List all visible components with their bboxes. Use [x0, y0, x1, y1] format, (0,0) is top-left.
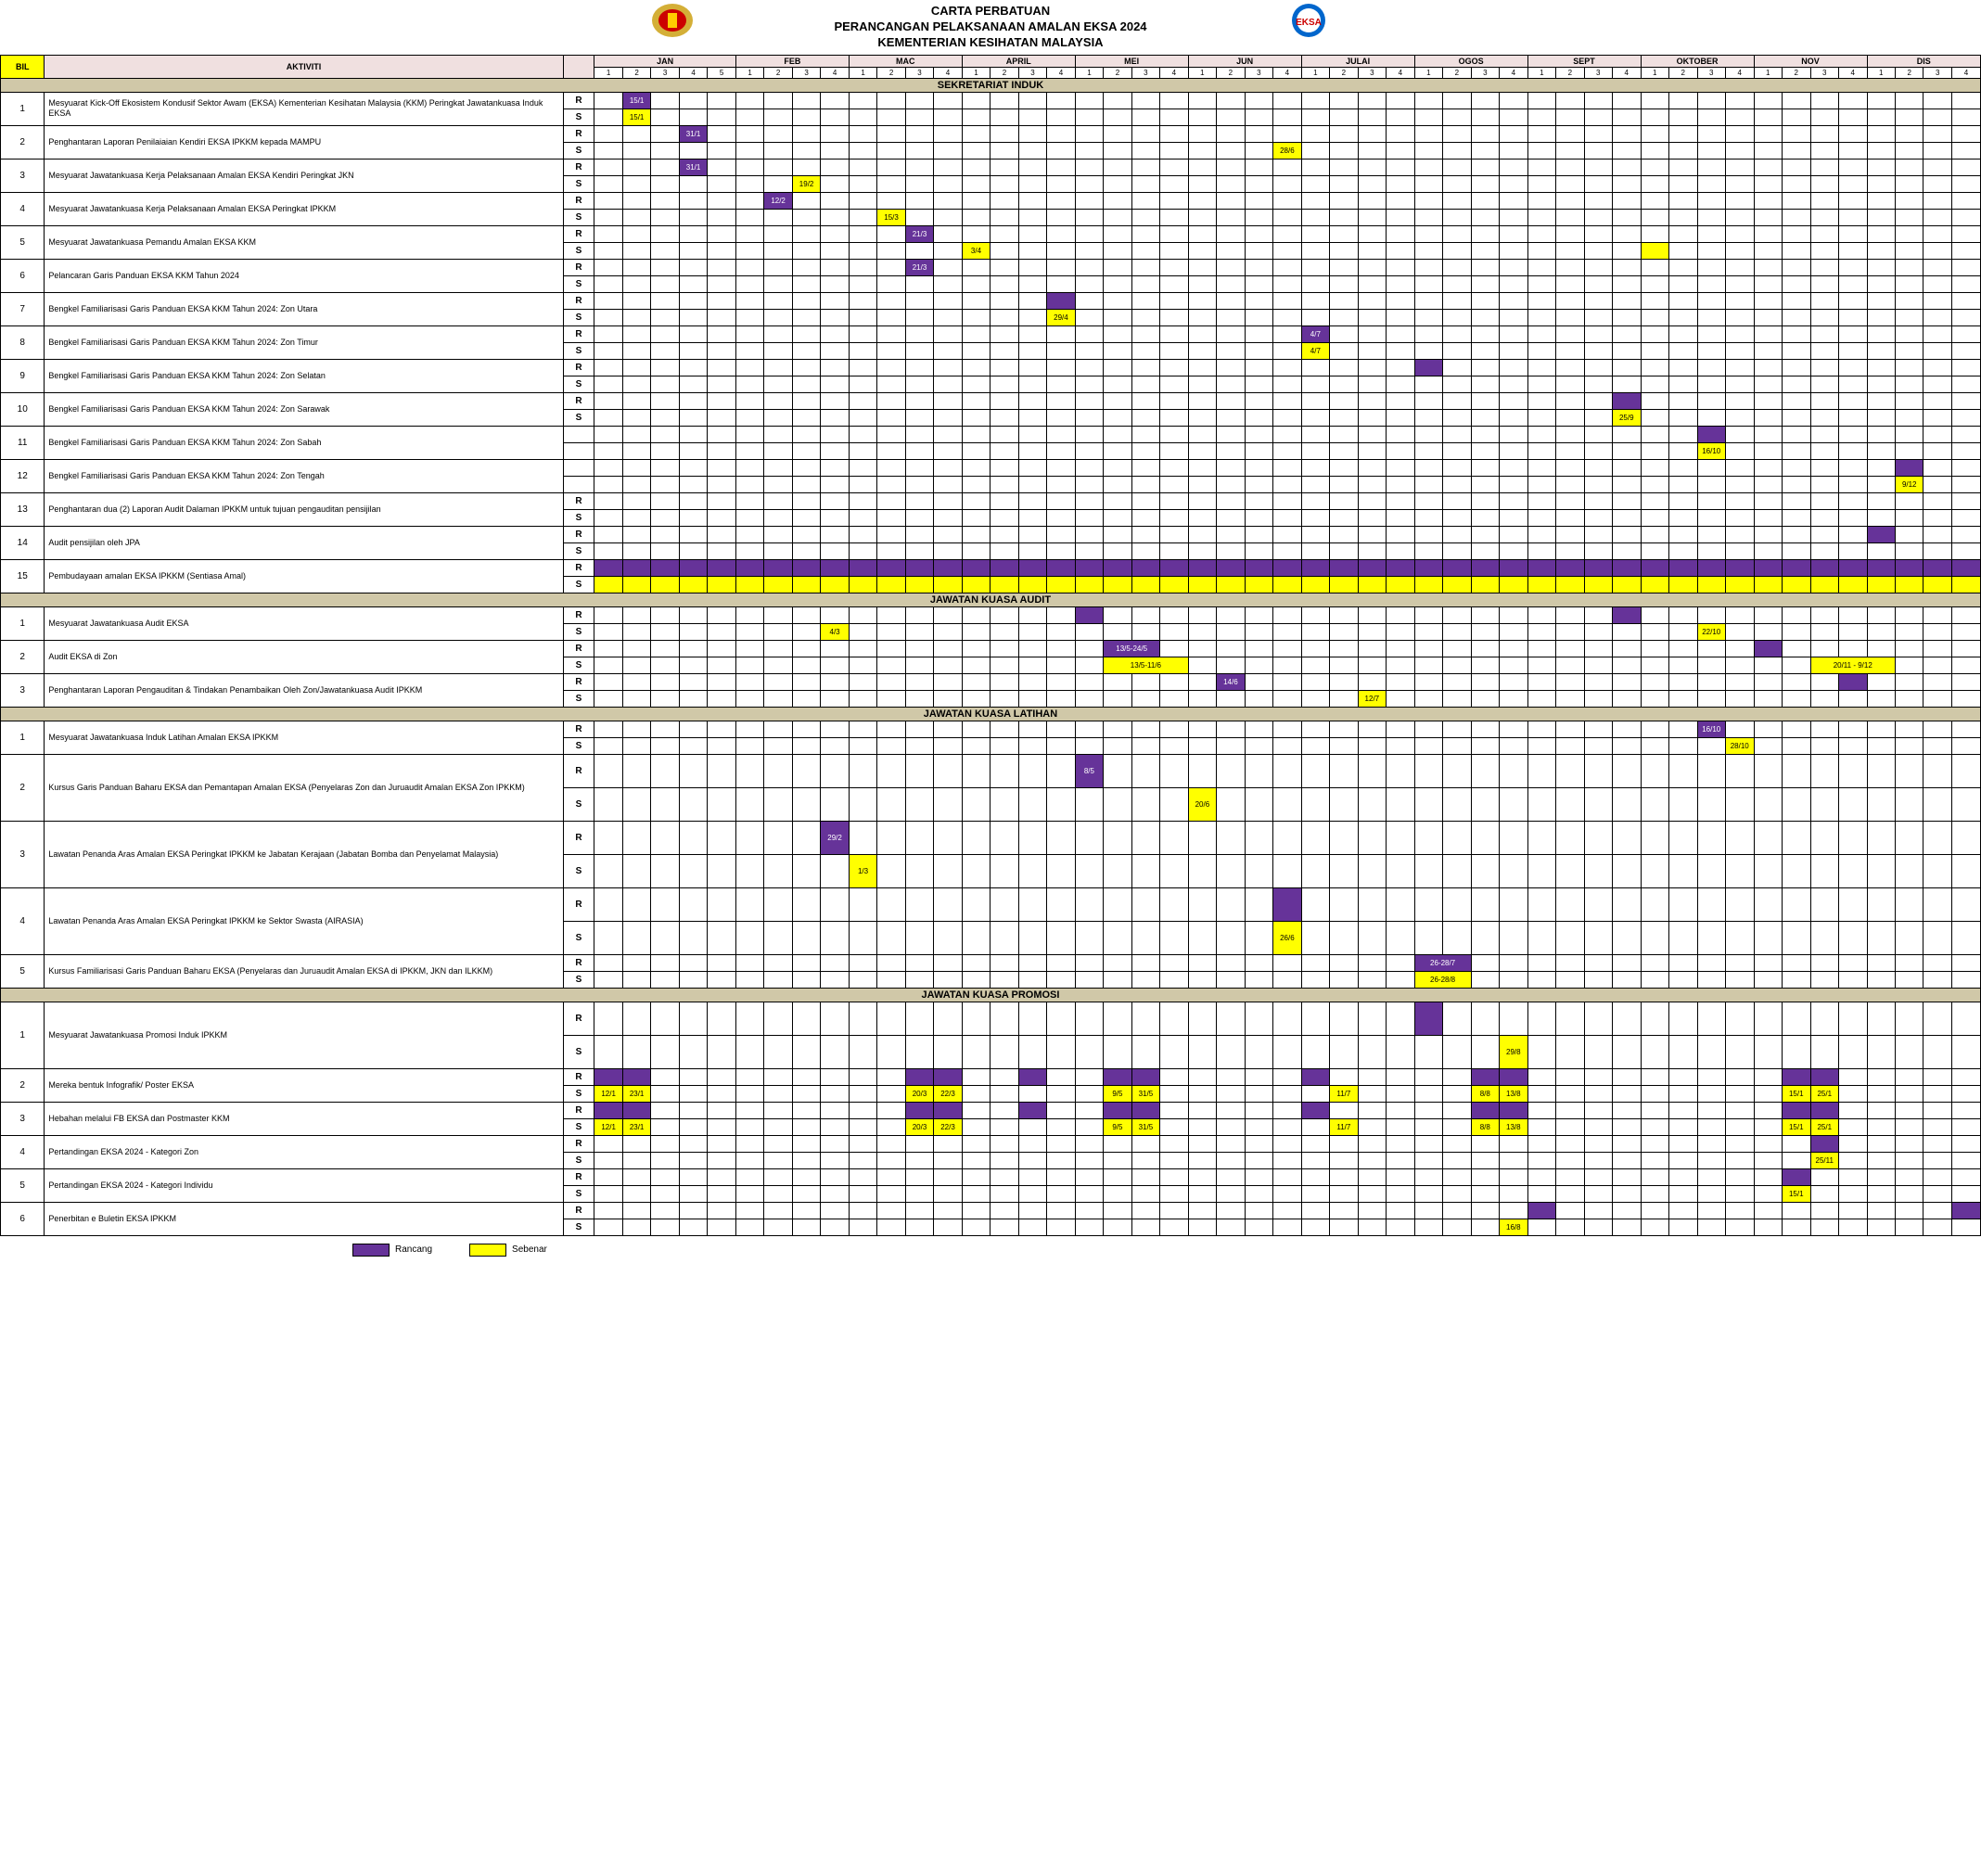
bil-cell: 1 — [1, 606, 45, 640]
header: EKSA CARTA PERBATUAN PERANCANGAN PELAKSA… — [0, 0, 1981, 55]
activity-cell: Pembudayaan amalan EKSA IPKKM (Sentiasa … — [45, 559, 563, 593]
activity-cell: Bengkel Familiarisasi Garis Panduan EKSA… — [45, 426, 563, 459]
bil-cell: 2 — [1, 640, 45, 673]
activity-cell: Mesyuarat Jawatankuasa Kerja Pelaksanaan… — [45, 192, 563, 225]
bil-cell: 5 — [1, 954, 45, 988]
gantt-chart: BILAKTIVITI JANFEBMACAPRILMEIJUNJULAIOGOS… — [0, 55, 1981, 1236]
title-line3: KEMENTERIAN KESIHATAN MALAYSIA — [4, 35, 1977, 51]
activity-cell: Mesyuarat Jawatankuasa Audit EKSA — [45, 606, 563, 640]
activity-cell: Lawatan Penanda Aras Amalan EKSA Peringk… — [45, 887, 563, 954]
month-JAN: JAN — [594, 55, 736, 67]
month-JULAI: JULAI — [1301, 55, 1414, 67]
bil-cell: 4 — [1, 1135, 45, 1168]
activity-cell: Mesyuarat Kick-Off Ekosistem Kondusif Se… — [45, 92, 563, 125]
activity-cell: Audit pensijilan oleh JPA — [45, 526, 563, 559]
activity-cell: Bengkel Familiarisasi Garis Panduan EKSA… — [45, 459, 563, 492]
activity-cell: Mereka bentuk Infografik/ Poster EKSA — [45, 1068, 563, 1102]
bil-cell: 3 — [1, 159, 45, 192]
svg-text:EKSA: EKSA — [1296, 18, 1322, 28]
month-FEB: FEB — [735, 55, 849, 67]
section-header: JAWATAN KUASA LATIHAN — [1, 707, 1981, 721]
bil-cell: 1 — [1, 92, 45, 125]
bil-cell: 2 — [1, 125, 45, 159]
activity-cell: Mesyuarat Jawatankuasa Kerja Pelaksanaan… — [45, 159, 563, 192]
section-header: JAWATAN KUASA PROMOSI — [1, 988, 1981, 1002]
bil-cell: 4 — [1, 192, 45, 225]
activity-cell: Penerbitan e Buletin EKSA IPKKM — [45, 1202, 563, 1235]
month-SEPT: SEPT — [1527, 55, 1641, 67]
bil-cell: 4 — [1, 887, 45, 954]
activity-cell: Audit EKSA di Zon — [45, 640, 563, 673]
title-line1: CARTA PERBATUAN — [4, 4, 1977, 19]
month-MEI: MEI — [1075, 55, 1188, 67]
activity-cell: Lawatan Penanda Aras Amalan EKSA Peringk… — [45, 821, 563, 887]
activity-cell: Hebahan melalui FB EKSA dan Postmaster K… — [45, 1102, 563, 1135]
bil-cell: 12 — [1, 459, 45, 492]
activity-cell: Penghantaran Laporan Pengauditan & Tinda… — [45, 673, 563, 707]
activity-cell: Penghantaran Laporan Penilaiaian Kendiri… — [45, 125, 563, 159]
activity-cell: Bengkel Familiarisasi Garis Panduan EKSA… — [45, 292, 563, 325]
bil-cell: 13 — [1, 492, 45, 526]
activity-cell: Bengkel Familiarisasi Garis Panduan EKSA… — [45, 325, 563, 359]
legend-sebenar: Sebenar — [512, 1244, 547, 1255]
month-OKTOBER: OKTOBER — [1641, 55, 1754, 67]
bil-cell: 5 — [1, 225, 45, 259]
bil-cell: 14 — [1, 526, 45, 559]
activity-cell: Kursus Garis Panduan Baharu EKSA dan Pem… — [45, 754, 563, 821]
activity-cell: Mesyuarat Jawatankuasa Induk Latihan Ama… — [45, 721, 563, 754]
bil-cell: 1 — [1, 721, 45, 754]
bil-cell: 1 — [1, 1002, 45, 1068]
month-DIS: DIS — [1867, 55, 1981, 67]
activity-cell: Kursus Familiarisasi Garis Panduan Bahar… — [45, 954, 563, 988]
bil-cell: 11 — [1, 426, 45, 459]
activity-cell: Pelancaran Garis Panduan EKSA KKM Tahun … — [45, 259, 563, 292]
activity-cell: Pertandingan EKSA 2024 - Kategori Indivi… — [45, 1168, 563, 1202]
section-header: SEKRETARIAT INDUK — [1, 78, 1981, 92]
col-bil: BIL — [1, 55, 45, 78]
bil-cell: 9 — [1, 359, 45, 392]
bil-cell: 6 — [1, 259, 45, 292]
activity-cell: Bengkel Familiarisasi Garis Panduan EKSA… — [45, 359, 563, 392]
month-MAC: MAC — [849, 55, 962, 67]
bil-cell: 10 — [1, 392, 45, 426]
bil-cell: 2 — [1, 1068, 45, 1102]
bil-cell: 3 — [1, 821, 45, 887]
bil-cell: 5 — [1, 1168, 45, 1202]
col-aktiviti: AKTIVITI — [45, 55, 563, 78]
month-APRIL: APRIL — [962, 55, 1075, 67]
month-NOV: NOV — [1754, 55, 1867, 67]
month-OGOS: OGOS — [1414, 55, 1527, 67]
activity-cell: Pertandingan EKSA 2024 - Kategori Zon — [45, 1135, 563, 1168]
activity-cell: Mesyuarat Jawatankuasa Pemandu Amalan EK… — [45, 225, 563, 259]
bil-cell: 3 — [1, 1102, 45, 1135]
activity-cell: Mesyuarat Jawatankuasa Promosi Induk IPK… — [45, 1002, 563, 1068]
legend-rancang: Rancang — [395, 1244, 432, 1255]
bil-cell: 2 — [1, 754, 45, 821]
activity-cell: Bengkel Familiarisasi Garis Panduan EKSA… — [45, 392, 563, 426]
bil-cell: 8 — [1, 325, 45, 359]
bil-cell: 6 — [1, 1202, 45, 1235]
bil-cell: 7 — [1, 292, 45, 325]
month-JUN: JUN — [1188, 55, 1301, 67]
activity-cell: Penghantaran dua (2) Laporan Audit Dalam… — [45, 492, 563, 526]
title-line2: PERANCANGAN PELAKSANAAN AMALAN EKSA 2024 — [4, 19, 1977, 35]
bil-cell: 3 — [1, 673, 45, 707]
logo-eksa-icon: EKSA — [1285, 2, 1332, 39]
bil-cell: 15 — [1, 559, 45, 593]
logo-malaysia-icon — [649, 2, 696, 39]
section-header: JAWATAN KUASA AUDIT — [1, 593, 1981, 606]
legend: Rancang Sebenar — [352, 1244, 1981, 1257]
